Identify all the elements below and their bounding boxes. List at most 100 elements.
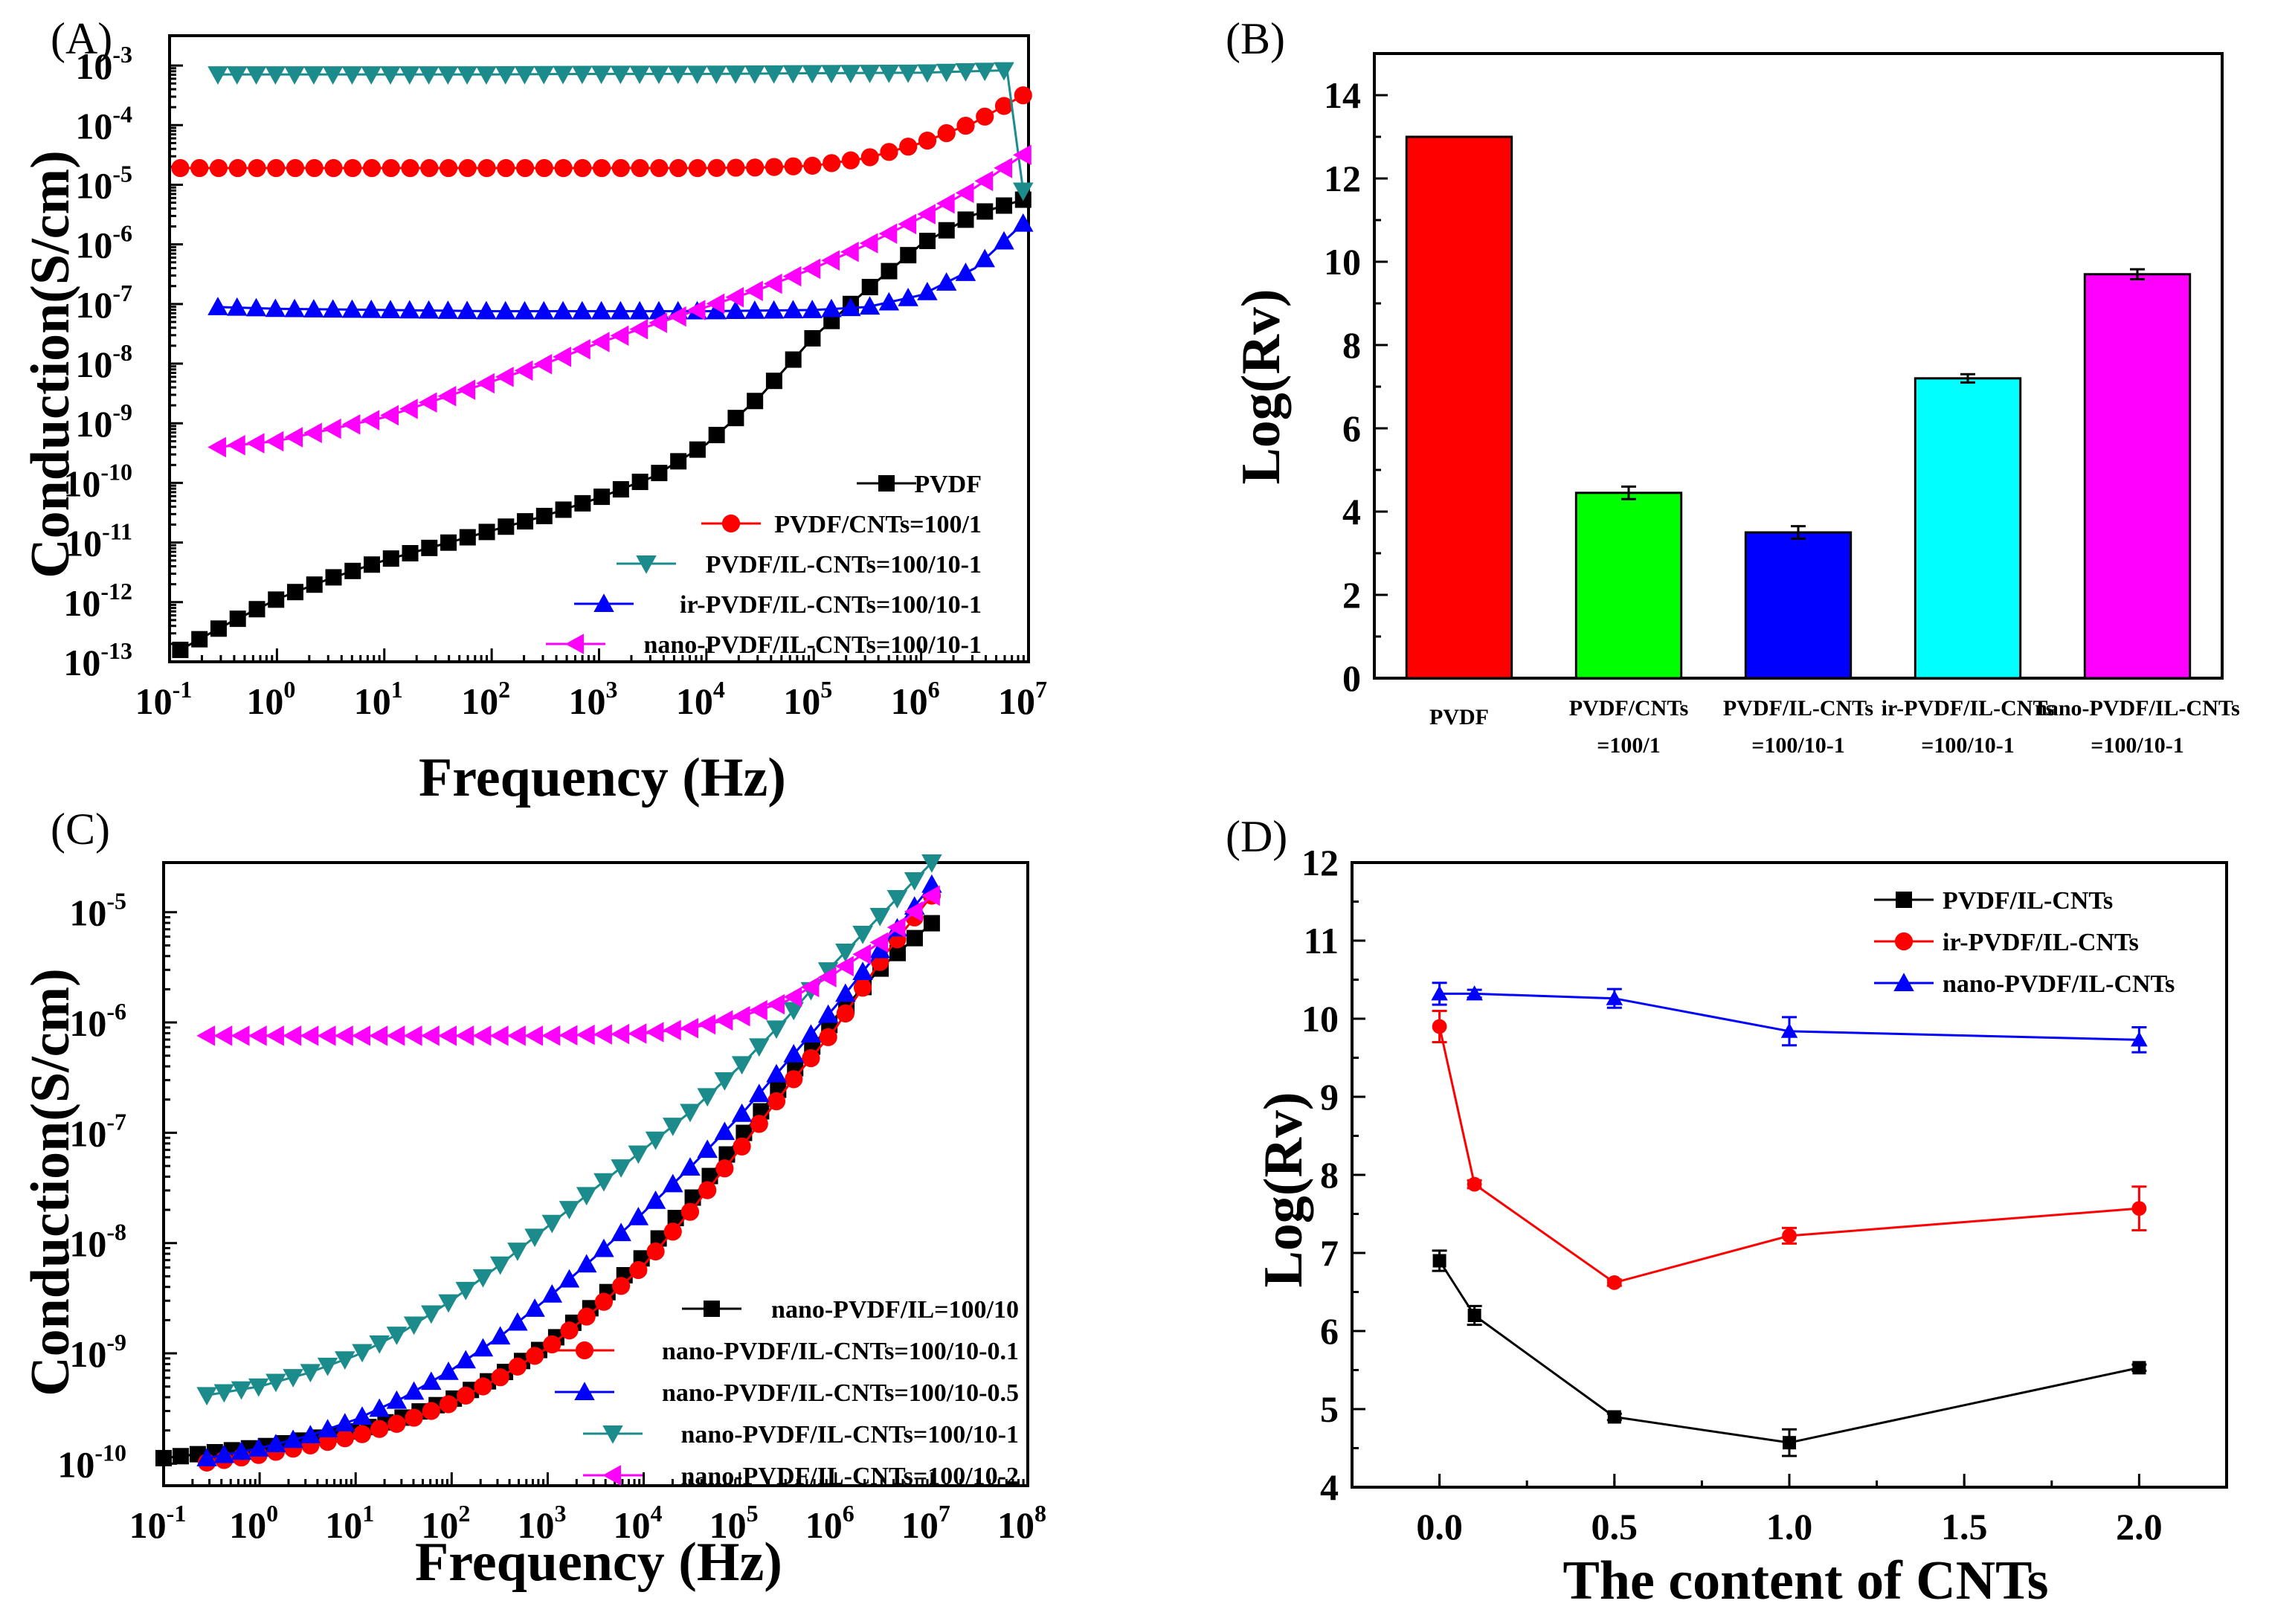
data-point-C-4 [766,993,785,1015]
data-point-C-3 [352,1344,373,1363]
data-point-C-2 [817,1004,839,1023]
legend-label-D-1: ir-PVDF/IL-CNTs [1943,929,2139,956]
data-point-A-3 [974,248,995,268]
data-point-A-2 [878,64,900,83]
legend-label-A-1: PVDF/CNTs=100/1 [774,511,982,538]
data-point-A-2 [572,65,593,85]
x-tick-label-A: 101 [354,676,403,722]
bar-B-0 [1405,135,1513,680]
data-point-C-2 [766,1063,787,1083]
data-point-C-2 [783,1044,804,1063]
data-point-A-0 [765,373,782,390]
data-point-A-0 [804,329,821,347]
data-point-C-4 [541,1025,561,1046]
series-line-D-0 [1438,1260,2140,1444]
data-point-C-1 [335,1429,354,1448]
data-point-C-1 [370,1420,389,1438]
data-point-A-3 [706,300,727,320]
data-point-C-1 [853,979,872,997]
data-point-C-4 [904,901,923,922]
series-D-1 [1432,1010,2147,1290]
legend-marker-A [878,475,895,492]
data-point-D-1 [1606,1275,1622,1290]
data-point-C-1 [698,1181,717,1199]
data-point-C-1 [560,1321,579,1340]
y-tick-label-C: 10-8 [69,1219,126,1265]
data-point-C-4 [749,999,767,1021]
data-point-C-1 [680,1202,700,1221]
data-point-C-0 [172,1448,189,1465]
data-point-A-4 [553,347,572,367]
data-point-C-1 [767,1092,786,1111]
data-point-C-4 [817,967,837,987]
data-point-C-3 [213,1384,235,1403]
data-point-A-3 [994,231,1014,250]
data-point-A-4 [648,312,667,333]
data-point-A-4 [380,405,399,426]
legend-label-C-0: nano-PVDF/IL=100/10 [771,1296,1019,1324]
data-point-A-3 [437,300,459,319]
legend-marker-C [602,1425,623,1444]
data-point-C-4 [869,932,889,953]
category-label-B-4: nano-PVDF/IL-CNTs [2035,696,2240,721]
data-point-A-1 [382,158,400,178]
data-point-C-2 [541,1284,563,1303]
data-point-A-4 [610,325,629,347]
y-tick-label-A: 10-5 [75,160,132,206]
legend-label-C-3: nano-PVDF/IL-CNTs=100/10-1 [680,1421,1019,1449]
data-point-A-0 [402,545,419,562]
data-point-A-3 [629,300,650,320]
data-point-A-1 [248,158,266,178]
data-point-D-2 [1431,985,1448,1001]
data-point-A-2 [265,66,286,85]
data-point-C-2 [248,1438,269,1457]
bar-B-4 [2083,273,2192,680]
data-point-A-3 [380,300,401,318]
data-point-A-3 [533,300,554,320]
data-point-A-3 [284,298,305,318]
data-point-A-3 [476,300,497,320]
data-point-C-2 [352,1406,373,1425]
data-point-A-4 [572,339,590,360]
data-point-A-1 [209,158,228,178]
data-point-A-4 [322,418,341,439]
data-point-A-1 [611,158,630,178]
data-point-A-0 [670,453,687,470]
data-point-C-4 [317,1025,336,1046]
x-tick-label-C: 104 [614,1500,663,1546]
data-point-C-4 [489,1025,509,1046]
data-point-C-4 [593,1024,612,1045]
x-tick-label-C: 103 [517,1500,566,1546]
data-point-A-4 [1013,144,1031,166]
data-point-C-4 [196,1025,216,1046]
data-point-C-3 [886,889,908,909]
data-point-A-4 [590,332,610,352]
data-point-A-2 [553,65,573,85]
legend-label-C-4: nano-PVDF/IL-CNTs=100/10-2 [680,1463,1019,1490]
data-point-A-0 [498,518,515,535]
data-point-A-2 [802,65,823,84]
panel-label-B: (B) [1226,14,1285,63]
x-tick-label-A: 103 [569,676,618,722]
data-point-C-2 [421,1371,442,1391]
y-tick-label-D: 4 [1320,1466,1339,1508]
data-point-C-3 [231,1381,252,1400]
y-tick-label-B: 6 [1342,407,1361,449]
data-point-D-0 [1783,1436,1796,1450]
data-point-A-4 [725,287,744,308]
category-sublabel-B-4: =100/10-1 [2091,733,2183,758]
data-point-C-1 [577,1307,596,1326]
x-tick-label-C: 10-1 [129,1500,187,1546]
data-point-A-0 [861,279,878,296]
data-point-A-3 [399,300,420,319]
data-point-C-1 [353,1425,372,1443]
data-point-D-2 [1466,985,1483,1001]
series-line-A-1 [180,94,1024,170]
data-point-A-1 [937,123,956,143]
y-tick-label-A: 10-11 [65,518,132,564]
data-point-A-0 [344,562,361,579]
data-point-C-2 [507,1312,528,1331]
data-point-A-2 [399,66,420,85]
data-point-C-3 [869,907,891,927]
x-axis-title-A: Frequency (Hz) [419,747,786,808]
